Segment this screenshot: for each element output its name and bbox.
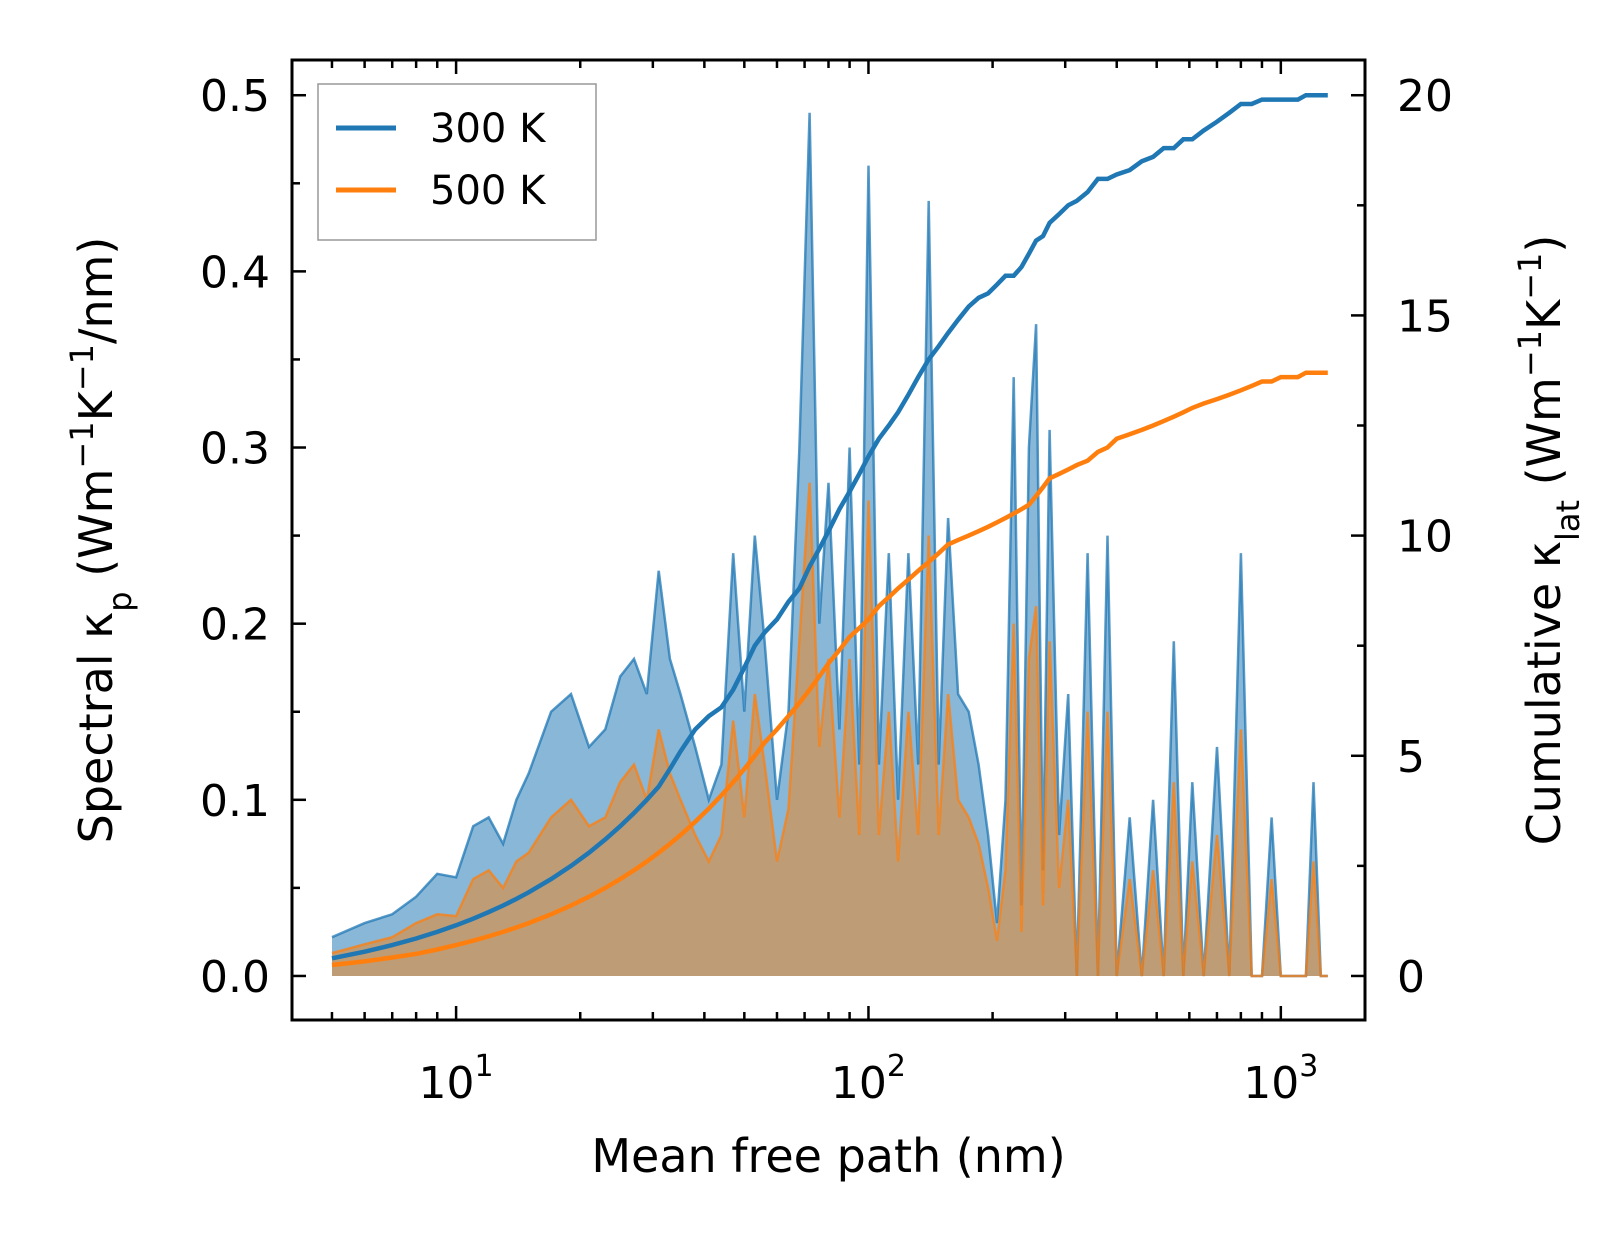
- spectral-lines: [331, 112, 1328, 978]
- y-left-label-k: K: [69, 389, 123, 421]
- y-right-tick-label: 15: [1397, 291, 1453, 342]
- y-left-label-end: /nm): [69, 237, 123, 344]
- y-left-label-unit: (Wm: [69, 469, 123, 592]
- y-left-tick-label: 0.4: [200, 247, 270, 298]
- y-right-axis-ticks: 0 5 10 15 20: [1351, 71, 1453, 1003]
- x-tick-exponent: 1: [475, 1049, 494, 1084]
- y-left-axis-label: Spectral κp (Wm−1K−1/nm): [63, 237, 139, 844]
- legend-box: [317, 83, 597, 241]
- y-left-tick-label: 0.5: [200, 71, 270, 122]
- y-left-tick-label: 0.0: [200, 952, 270, 1003]
- y-right-axis-label: Cumulative κlat (Wm−1K−1): [1511, 235, 1587, 846]
- x-tick-exponent: 3: [1299, 1049, 1318, 1084]
- x-axis-label: Mean free path (nm): [591, 1129, 1065, 1183]
- spectral-line-500k: [331, 482, 1328, 978]
- y-right-label-unit: (Wm: [1517, 377, 1571, 500]
- y-left-label-sup2: −1: [63, 344, 101, 391]
- y-left-tick-label: 0.3: [200, 424, 270, 475]
- legend-label-300k: 300 K: [430, 106, 547, 152]
- y-left-label-text: Spectral κ: [69, 612, 123, 844]
- plot-area: [331, 92, 1328, 978]
- y-left-label-sub: p: [101, 591, 139, 611]
- y-right-label-sup2: −1: [1511, 253, 1549, 300]
- spectral-line-300k: [331, 112, 1328, 978]
- y-right-label-sub: lat: [1549, 500, 1587, 541]
- y-right-tick-label: 10: [1397, 512, 1453, 563]
- y-right-tick-label: 0: [1397, 952, 1425, 1003]
- x-tick-exponent: 2: [887, 1049, 906, 1084]
- x-tick-label: 101: [419, 1049, 494, 1109]
- y-right-tick-label: 5: [1397, 732, 1425, 783]
- cumulative-line-500k: [331, 370, 1328, 968]
- legend: 300 K 500 K: [317, 83, 597, 241]
- y-right-label-end: ): [1517, 235, 1571, 253]
- legend-label-500k: 500 K: [430, 168, 547, 214]
- y-left-label-sup1: −1: [63, 421, 101, 468]
- cumulative-lines: [331, 92, 1328, 968]
- y-right-tick-label: 20: [1397, 71, 1453, 122]
- y-right-label-text: Cumulative κ: [1517, 541, 1571, 845]
- cumulative-line-300k: [331, 92, 1328, 961]
- spectral-fill-300k: [332, 112, 1328, 977]
- y-left-tick-label: 0.2: [200, 600, 270, 651]
- spectral-fills: [332, 112, 1328, 977]
- x-axis-ticks: 101 102 103: [290, 60, 1318, 1109]
- spectral-fill-500k: [332, 482, 1328, 976]
- y-right-label-k: K: [1517, 298, 1571, 330]
- y-left-axis-ticks: 0.0 0.1 0.2 0.3 0.4 0.5: [200, 71, 306, 1003]
- x-tick-label: 102: [831, 1049, 906, 1109]
- y-right-label-sup1: −1: [1511, 330, 1549, 377]
- y-left-tick-label: 0.1: [200, 776, 270, 827]
